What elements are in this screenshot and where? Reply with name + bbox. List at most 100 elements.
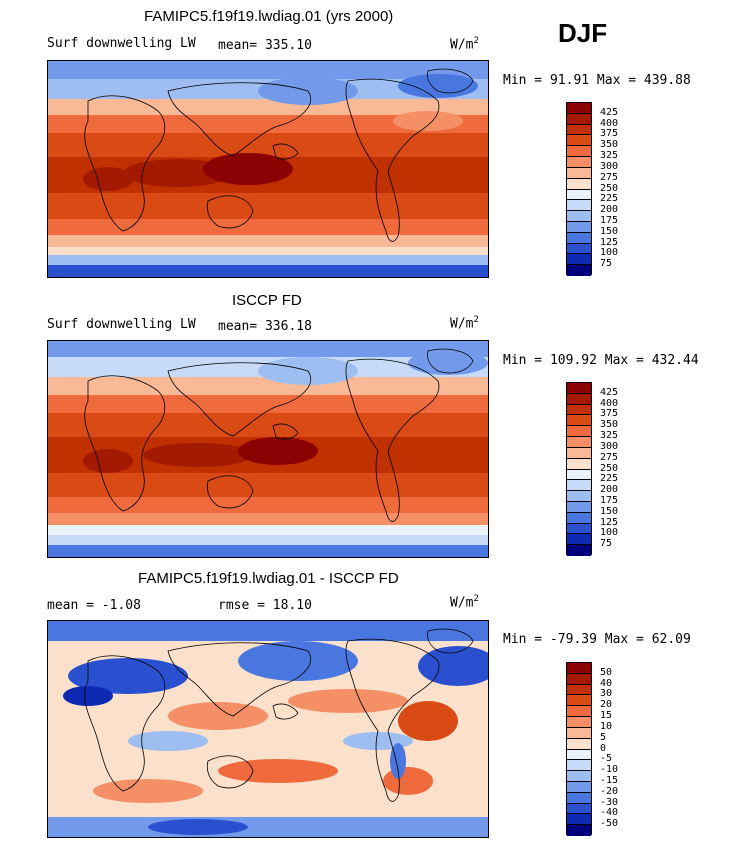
colorbar-tick-label: 400	[600, 397, 619, 409]
colorbar-swatch	[567, 760, 591, 772]
panel-1-mean-label: mean= 335.10	[218, 38, 312, 53]
colorbar-swatch	[567, 254, 591, 266]
colorbar-swatch	[567, 825, 591, 836]
colorbar-swatch	[567, 738, 591, 750]
colorbar-tick-label: 125	[600, 516, 619, 528]
panel-3-title: FAMIPC5.f19f19.lwdiag.01 - ISCCP FD	[138, 570, 399, 587]
panel-1-map	[47, 60, 489, 278]
colorbar-tick-label: 150	[600, 225, 619, 237]
colorbar-tick-label: 50	[600, 666, 613, 678]
colorbar-tick-label: 40	[600, 677, 613, 689]
colorbar-tick-label: 250	[600, 462, 619, 474]
colorbar-swatch	[567, 501, 591, 513]
colorbar-tick-label: -20	[600, 785, 619, 797]
colorbar-swatch	[567, 113, 591, 125]
colorbar-swatch	[567, 781, 591, 793]
colorbar-tick-label: 425	[600, 106, 619, 118]
colorbar-tick-label: 275	[600, 171, 619, 183]
colorbar-tick-label: 150	[600, 505, 619, 517]
colorbar-tick-label: 100	[600, 527, 619, 539]
colorbar-swatch	[567, 480, 591, 492]
colorbar-swatch	[567, 265, 591, 276]
colorbar-swatch	[567, 221, 591, 233]
colorbar-tick-label: 325	[600, 150, 619, 162]
panel-2-map	[47, 340, 489, 558]
colorbar-swatch	[567, 749, 591, 761]
colorbar-tick-label: 100	[600, 247, 619, 259]
colorbar-swatch	[567, 447, 591, 459]
panel-3-map	[47, 620, 489, 838]
colorbar-tick-label: 300	[600, 440, 619, 452]
colorbar-swatch	[567, 512, 591, 524]
colorbar-swatch	[567, 393, 591, 405]
panel-2-title: ISCCP FD	[232, 292, 302, 309]
colorbar-tick-label: 375	[600, 128, 619, 140]
colorbar-tick-label: 275	[600, 451, 619, 463]
colorbar-tick-label: 300	[600, 160, 619, 172]
colorbar-tick-label: 15	[600, 710, 613, 722]
colorbar-swatch	[567, 178, 591, 190]
colorbar-tick-label: -50	[600, 818, 619, 830]
colorbar-swatch	[567, 792, 591, 804]
panel-3-minmax: Min = -79.39 Max = 62.09	[503, 632, 691, 647]
panel-1-colorbar	[566, 102, 592, 276]
colorbar-tick-label: -15	[600, 774, 619, 786]
colorbar-tick-label: 30	[600, 688, 613, 700]
colorbar-swatch	[567, 673, 591, 685]
colorbar-tick-label: -40	[600, 807, 619, 819]
colorbar-tick-label: 375	[600, 408, 619, 420]
colorbar-swatch	[567, 426, 591, 438]
colorbar-swatch	[567, 124, 591, 136]
colorbar-swatch	[567, 717, 591, 728]
colorbar-swatch	[567, 157, 591, 168]
colorbar-swatch	[567, 200, 591, 212]
colorbar-tick-label: 75	[600, 538, 613, 550]
colorbar-swatch	[567, 663, 591, 674]
colorbar-swatch	[567, 458, 591, 470]
colorbar-tick-label: -5	[600, 753, 613, 765]
colorbar-tick-label: 5	[600, 731, 607, 743]
colorbar-swatch	[567, 243, 591, 255]
panel-1-units: W/m2	[450, 36, 479, 53]
colorbar-swatch	[567, 211, 591, 222]
colorbar-swatch	[567, 404, 591, 416]
colorbar-swatch	[567, 491, 591, 502]
colorbar-tick-label: 10	[600, 720, 613, 732]
colorbar-swatch	[567, 437, 591, 448]
colorbar-tick-label: 350	[600, 419, 619, 431]
panel-1-minmax: Min = 91.91 Max = 439.88	[503, 73, 691, 88]
colorbar-swatch	[567, 167, 591, 179]
colorbar-swatch	[567, 814, 591, 826]
colorbar-swatch	[567, 415, 591, 427]
colorbar-tick-label: 225	[600, 193, 619, 205]
colorbar-swatch	[567, 135, 591, 147]
colorbar-swatch	[567, 695, 591, 707]
colorbar-tick-label: 75	[600, 258, 613, 270]
colorbar-tick-label: 400	[600, 117, 619, 129]
colorbar-swatch	[567, 232, 591, 244]
colorbar-swatch	[567, 545, 591, 556]
colorbar-swatch	[567, 684, 591, 696]
colorbar-swatch	[567, 146, 591, 158]
colorbar-tick-label: 200	[600, 204, 619, 216]
panel-2-colorbar	[566, 382, 592, 556]
season-label: DJF	[558, 18, 608, 48]
panel-2-minmax: Min = 109.92 Max = 432.44	[503, 353, 699, 368]
colorbar-tick-label: 200	[600, 484, 619, 496]
colorbar-swatch	[567, 771, 591, 782]
colorbar-tick-label: -10	[600, 764, 619, 776]
colorbar-swatch	[567, 103, 591, 114]
panel-2-variable-label: Surf downwelling LW	[47, 317, 196, 332]
colorbar-swatch	[567, 727, 591, 739]
colorbar-swatch	[567, 383, 591, 394]
panel-3-colorbar	[566, 662, 592, 836]
colorbar-tick-label: 325	[600, 430, 619, 442]
colorbar-tick-label: 175	[600, 494, 619, 506]
colorbar-swatch	[567, 706, 591, 718]
colorbar-swatch	[567, 523, 591, 535]
colorbar-tick-label: 0	[600, 742, 607, 754]
colorbar-tick-label: 225	[600, 473, 619, 485]
panel-3-mean-label: mean = -1.08	[47, 598, 141, 613]
colorbar-swatch	[567, 534, 591, 546]
panel-1-title: FAMIPC5.f19f19.lwdiag.01 (yrs 2000)	[144, 8, 394, 25]
